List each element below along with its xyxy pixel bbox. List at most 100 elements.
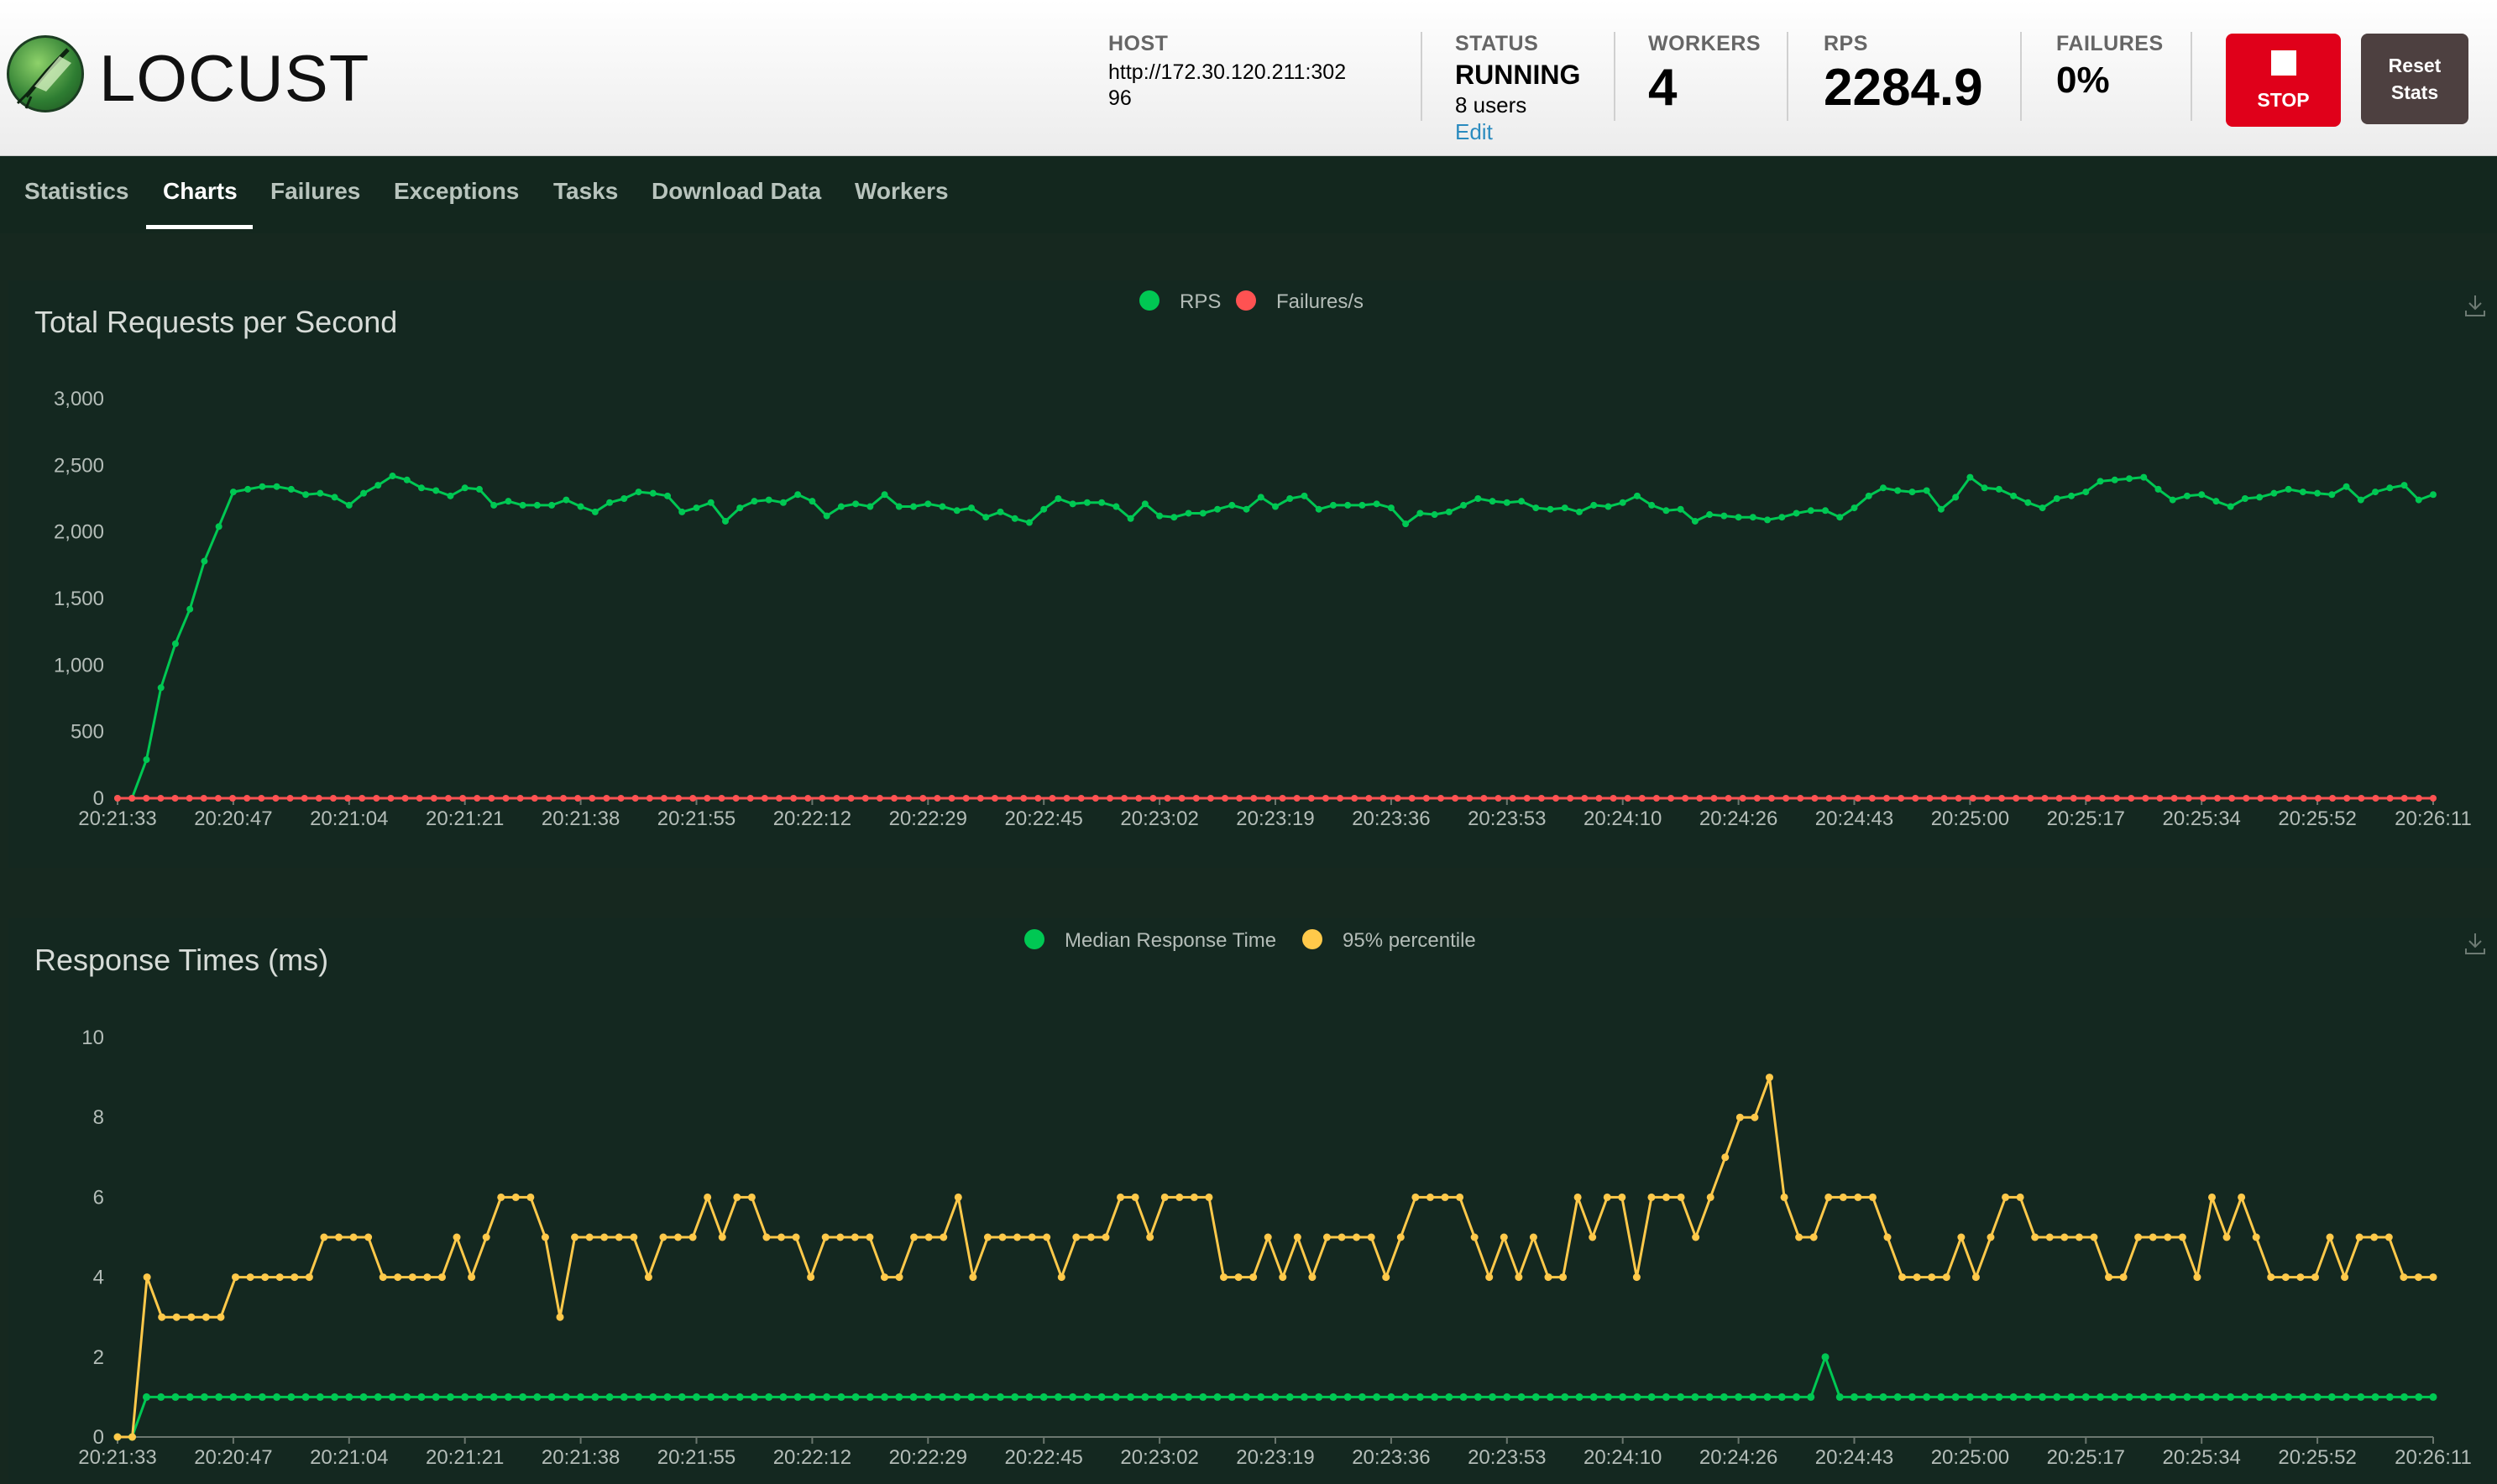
- data-point[interactable]: [833, 795, 840, 802]
- data-point[interactable]: [243, 795, 251, 802]
- data-point[interactable]: [1604, 503, 1612, 510]
- data-point[interactable]: [526, 1193, 535, 1201]
- data-point[interactable]: [1315, 1393, 1323, 1401]
- data-point[interactable]: [678, 1393, 686, 1401]
- data-point[interactable]: [1422, 795, 1430, 802]
- data-point[interactable]: [563, 496, 570, 504]
- data-point[interactable]: [171, 795, 179, 802]
- data-point[interactable]: [379, 1273, 387, 1282]
- data-point[interactable]: [615, 1233, 623, 1241]
- data-point[interactable]: [837, 503, 845, 510]
- data-point[interactable]: [317, 489, 324, 497]
- data-point[interactable]: [1170, 514, 1178, 521]
- data-point[interactable]: [997, 508, 1004, 515]
- data-point[interactable]: [345, 1393, 353, 1401]
- data-point[interactable]: [1214, 505, 1222, 513]
- data-point[interactable]: [630, 1233, 638, 1241]
- data-point[interactable]: [446, 1393, 454, 1401]
- data-point[interactable]: [416, 795, 423, 802]
- data-point[interactable]: [1647, 1193, 1656, 1201]
- data-point[interactable]: [1431, 1393, 1439, 1401]
- data-point[interactable]: [983, 1233, 992, 1241]
- data-point[interactable]: [2128, 795, 2135, 802]
- data-point[interactable]: [982, 514, 990, 521]
- data-point[interactable]: [453, 1233, 461, 1241]
- data-point[interactable]: [804, 795, 812, 802]
- data-point[interactable]: [2068, 492, 2076, 499]
- data-point[interactable]: [482, 1233, 490, 1241]
- data-point[interactable]: [1401, 1393, 1410, 1401]
- data-point[interactable]: [808, 1393, 816, 1401]
- data-point[interactable]: [497, 1193, 505, 1201]
- data-point[interactable]: [2329, 795, 2337, 802]
- data-point[interactable]: [674, 1233, 683, 1241]
- data-point[interactable]: [519, 1393, 527, 1401]
- data-point[interactable]: [2285, 1393, 2293, 1401]
- data-point[interactable]: [2214, 795, 2222, 802]
- data-point[interactable]: [1249, 1273, 1258, 1282]
- data-point[interactable]: [474, 795, 481, 802]
- download-icon[interactable]: [2462, 292, 2489, 319]
- data-point[interactable]: [635, 489, 642, 496]
- data-point[interactable]: [1236, 795, 1243, 802]
- data-point[interactable]: [459, 795, 467, 802]
- data-point[interactable]: [1307, 795, 1315, 802]
- data-point[interactable]: [1923, 1393, 1931, 1401]
- data-point[interactable]: [423, 1273, 432, 1282]
- data-point[interactable]: [1164, 795, 1171, 802]
- data-point[interactable]: [1662, 507, 1670, 515]
- data-point[interactable]: [2169, 1393, 2177, 1401]
- data-point[interactable]: [733, 1193, 741, 1201]
- data-point[interactable]: [2385, 1393, 2394, 1401]
- data-point[interactable]: [287, 485, 295, 493]
- data-point[interactable]: [2243, 795, 2250, 802]
- data-point[interactable]: [1083, 499, 1091, 506]
- data-point[interactable]: [2060, 1233, 2069, 1241]
- data-point[interactable]: [1489, 1393, 1497, 1401]
- data-point[interactable]: [1677, 505, 1684, 513]
- data-point[interactable]: [1155, 1393, 1164, 1401]
- tab-statistics[interactable]: Statistics: [24, 178, 129, 204]
- data-point[interactable]: [1706, 1193, 1714, 1201]
- data-point[interactable]: [2313, 1393, 2322, 1401]
- data-point[interactable]: [468, 1273, 476, 1282]
- data-point[interactable]: [2358, 795, 2365, 802]
- data-point[interactable]: [1937, 505, 1945, 513]
- data-point[interactable]: [761, 795, 768, 802]
- data-point[interactable]: [1072, 1233, 1081, 1241]
- data-point[interactable]: [1811, 795, 1819, 802]
- data-point[interactable]: [437, 1273, 446, 1282]
- data-point[interactable]: [1561, 504, 1568, 512]
- data-point[interactable]: [940, 1233, 948, 1241]
- data-point[interactable]: [217, 1313, 225, 1321]
- data-point[interactable]: [968, 504, 976, 512]
- data-point[interactable]: [2002, 1193, 2010, 1201]
- data-point[interactable]: [2027, 795, 2034, 802]
- data-point[interactable]: [876, 795, 883, 802]
- data-point[interactable]: [2256, 494, 2264, 501]
- data-point[interactable]: [2241, 1393, 2249, 1401]
- tab-workers[interactable]: Workers: [855, 178, 949, 204]
- data-point[interactable]: [2207, 1193, 2216, 1201]
- data-point[interactable]: [948, 795, 955, 802]
- data-point[interactable]: [1696, 795, 1704, 802]
- data-point[interactable]: [1923, 487, 1930, 494]
- data-point[interactable]: [2252, 1233, 2260, 1241]
- data-point[interactable]: [1662, 1193, 1671, 1201]
- data-point[interactable]: [1821, 1353, 1830, 1361]
- data-point[interactable]: [1952, 494, 1960, 501]
- data-point[interactable]: [2084, 795, 2091, 802]
- data-point[interactable]: [1865, 492, 1872, 499]
- data-point[interactable]: [2149, 1233, 2157, 1241]
- data-point[interactable]: [2357, 1393, 2365, 1401]
- data-point[interactable]: [718, 1233, 726, 1241]
- data-point[interactable]: [1604, 1393, 1612, 1401]
- data-point[interactable]: [2111, 1393, 2119, 1401]
- data-point[interactable]: [1995, 1393, 2003, 1401]
- data-point[interactable]: [128, 795, 136, 802]
- data-point[interactable]: [1955, 795, 1962, 802]
- data-point[interactable]: [2154, 1393, 2162, 1401]
- data-point[interactable]: [364, 1233, 373, 1241]
- data-point[interactable]: [1705, 1393, 1714, 1401]
- data-point[interactable]: [663, 1393, 672, 1401]
